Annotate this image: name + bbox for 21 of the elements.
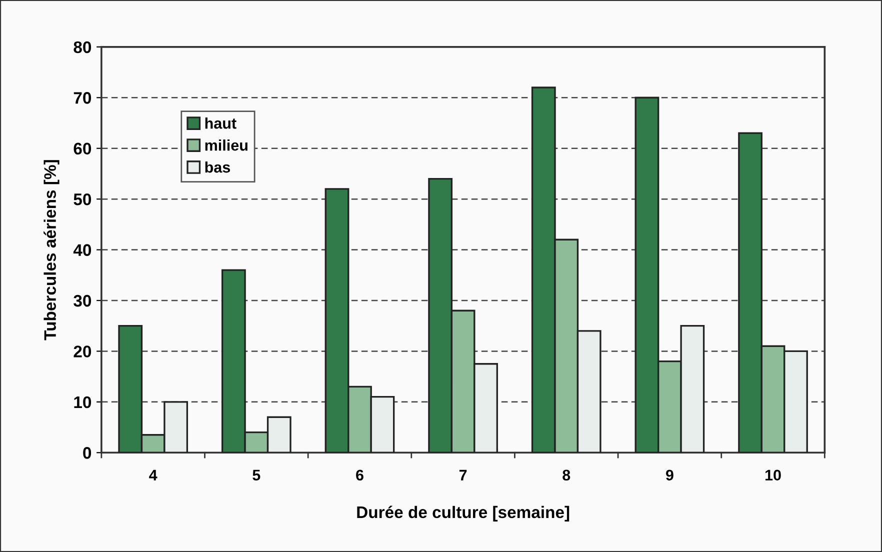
y-tick-label: 50 [74, 193, 92, 206]
x-tick-label: 6 [356, 470, 364, 481]
x-tick-label: 4 [149, 470, 158, 480]
y-tick-label: 10 [74, 396, 92, 408]
y-tick-label: 40 [73, 244, 92, 256]
x-tick-label: 10 [765, 470, 781, 481]
y-tick-label: 30 [74, 294, 92, 307]
x-tick-label: 8 [562, 470, 570, 481]
y-tick-label: 20 [74, 346, 92, 358]
y-axis-title: Tubercules aériens [%] [44, 160, 60, 340]
legend-label: bas [205, 161, 230, 173]
x-tick-label: 9 [666, 470, 674, 481]
x-tick-label: 7 [459, 470, 467, 480]
y-tick-label: 60 [74, 142, 92, 155]
x-tick-label: 5 [252, 470, 260, 481]
legend-label: milieu [205, 140, 248, 151]
x-axis-title: Durée de culture [semaine] [357, 506, 570, 522]
y-tick-label: 80 [74, 41, 92, 54]
y-tick-label: 70 [74, 92, 92, 104]
legend-label: haut [205, 118, 236, 129]
y-tick-label: 0 [83, 447, 92, 459]
